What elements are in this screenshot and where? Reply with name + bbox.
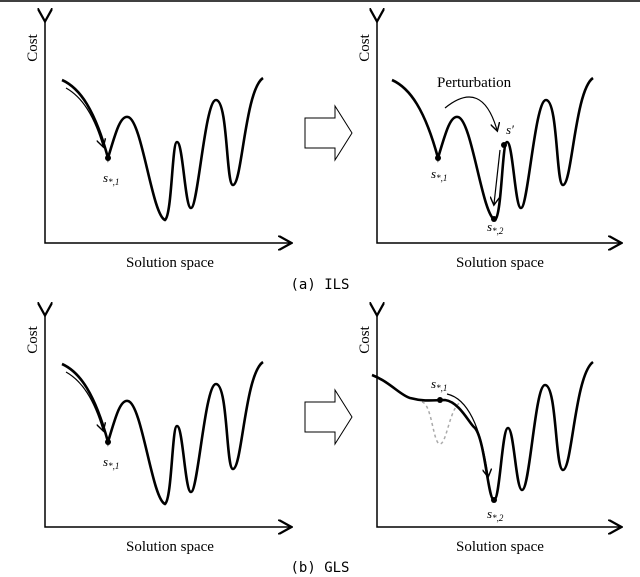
x-label: Solution space bbox=[126, 539, 214, 555]
point-label: s*,2 bbox=[487, 506, 504, 523]
descent-arrow bbox=[446, 393, 488, 476]
transition-arrow bbox=[304, 388, 353, 446]
point bbox=[491, 497, 497, 503]
panel: Cost Solution space s*,1 bbox=[25, 20, 290, 271]
axes bbox=[45, 20, 290, 243]
descent-arrow bbox=[65, 87, 103, 146]
panel: Cost Solution space Perturbation s*,1 s′… bbox=[357, 20, 620, 271]
point-label: s*,1 bbox=[431, 376, 447, 393]
y-label: Cost bbox=[25, 325, 41, 353]
point bbox=[105, 439, 111, 445]
cost-curve bbox=[371, 360, 594, 502]
y-label: Cost bbox=[357, 33, 373, 61]
annotation: Perturbation bbox=[437, 75, 512, 91]
y-label: Cost bbox=[357, 325, 373, 353]
axes bbox=[377, 20, 620, 243]
perturbation-arrow bbox=[444, 96, 497, 130]
panel: Cost Solution space s*,1 s*,2 bbox=[357, 314, 620, 555]
caption: (a) ILS bbox=[290, 277, 349, 293]
descent-arrow bbox=[494, 149, 501, 204]
x-label: Solution space bbox=[456, 539, 544, 555]
point bbox=[501, 142, 507, 148]
cost-curve bbox=[391, 76, 594, 222]
original-basin bbox=[421, 401, 463, 445]
axes bbox=[45, 314, 290, 527]
point bbox=[435, 155, 441, 161]
point-label: s*,2 bbox=[487, 219, 504, 236]
y-label: Cost bbox=[25, 33, 41, 61]
point-label: s*,1 bbox=[431, 166, 447, 183]
x-label: Solution space bbox=[126, 255, 214, 271]
point bbox=[491, 216, 497, 222]
panel: Cost Solution space s*,1 bbox=[25, 314, 290, 555]
cost-curve bbox=[61, 360, 264, 506]
x-label: Solution space bbox=[456, 255, 544, 271]
point-label: s′ bbox=[506, 122, 514, 137]
axes bbox=[377, 314, 620, 527]
caption: (b) GLS bbox=[290, 560, 349, 576]
descent-arrow bbox=[65, 371, 103, 430]
point bbox=[437, 397, 443, 403]
transition-arrow bbox=[304, 104, 353, 162]
point-label: s*,1 bbox=[103, 454, 119, 471]
point bbox=[105, 155, 111, 161]
point-label: s*,1 bbox=[103, 170, 119, 187]
cost-curve bbox=[61, 76, 264, 222]
